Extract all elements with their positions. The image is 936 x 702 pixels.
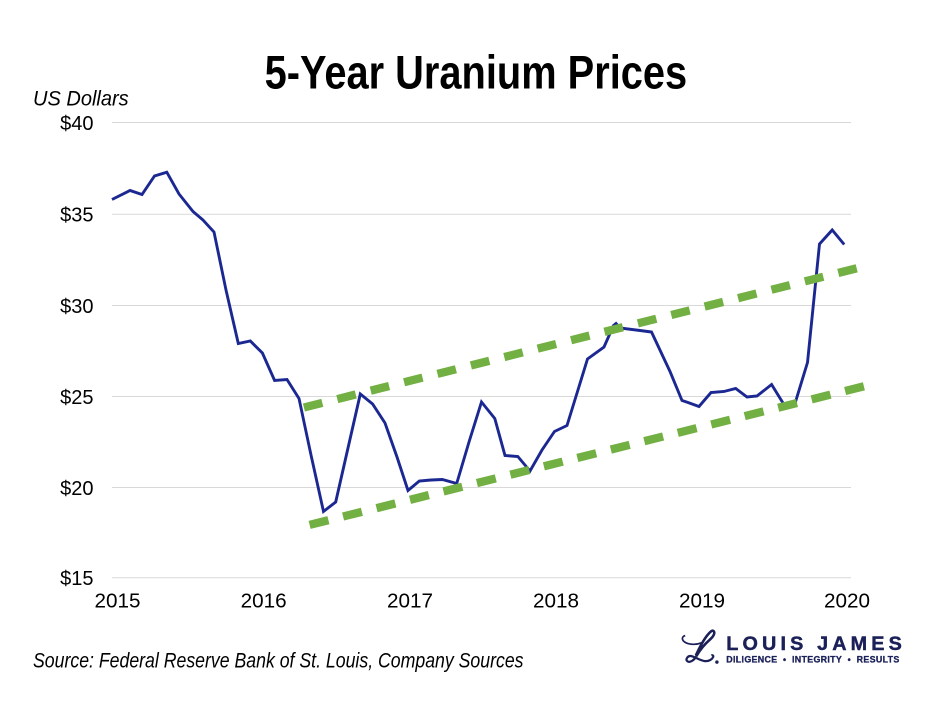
svg-text:DILIGENCE • INTEGRITY • RE: DILIGENCE • INTEGRITY • RESULTS <box>726 655 901 665</box>
svg-text:$35: $35 <box>60 205 93 227</box>
svg-text:2018: 2018 <box>533 591 579 613</box>
svg-text:$20: $20 <box>60 478 93 500</box>
svg-text:LOUIS JAMES: LOUIS JAMES <box>726 633 906 655</box>
svg-text:$40: $40 <box>60 113 93 135</box>
svg-text:Source: Federal Reserve Bank o: Source: Federal Reserve Bank of St. Loui… <box>33 649 524 673</box>
svg-text:US Dollars: US Dollars <box>33 87 129 110</box>
svg-text:2019: 2019 <box>679 591 725 613</box>
svg-text:2020: 2020 <box>824 591 870 613</box>
svg-text:$30: $30 <box>60 296 93 318</box>
svg-text:2016: 2016 <box>241 591 287 613</box>
svg-text:$25: $25 <box>60 387 93 409</box>
svg-text:2015: 2015 <box>95 591 141 613</box>
svg-text:$15: $15 <box>60 568 93 590</box>
svg-text:2017: 2017 <box>387 591 433 613</box>
svg-text:5-Year Uranium Prices: 5-Year Uranium Prices <box>265 46 688 99</box>
